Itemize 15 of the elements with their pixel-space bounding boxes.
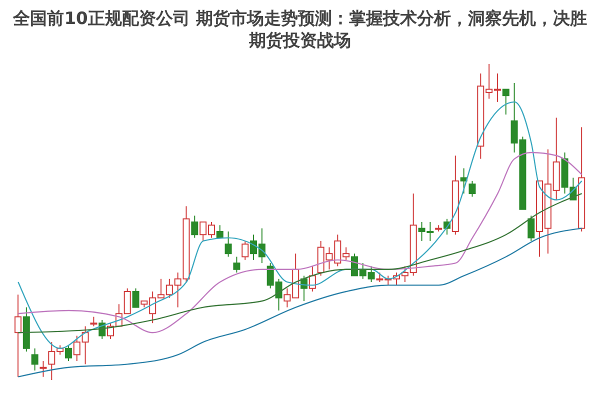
candlestick	[224, 230, 232, 258]
candlestick	[90, 316, 98, 327]
candlestick	[40, 360, 47, 378]
chart-title: 全国前10正规配资公司 期货市场走势预测：掌握技术分析，洞察先机，决胜期货投资战场	[12, 8, 588, 52]
candlestick	[528, 215, 535, 242]
candlestick	[64, 344, 72, 362]
candlestick	[191, 215, 198, 238]
candlestick	[216, 224, 224, 238]
candlestick	[502, 88, 510, 116]
candlestick	[242, 240, 249, 260]
candlestick	[468, 180, 476, 198]
candlestick	[31, 348, 38, 372]
candlestick	[233, 256, 240, 274]
candlestick	[14, 294, 22, 378]
candlestick	[132, 288, 140, 308]
